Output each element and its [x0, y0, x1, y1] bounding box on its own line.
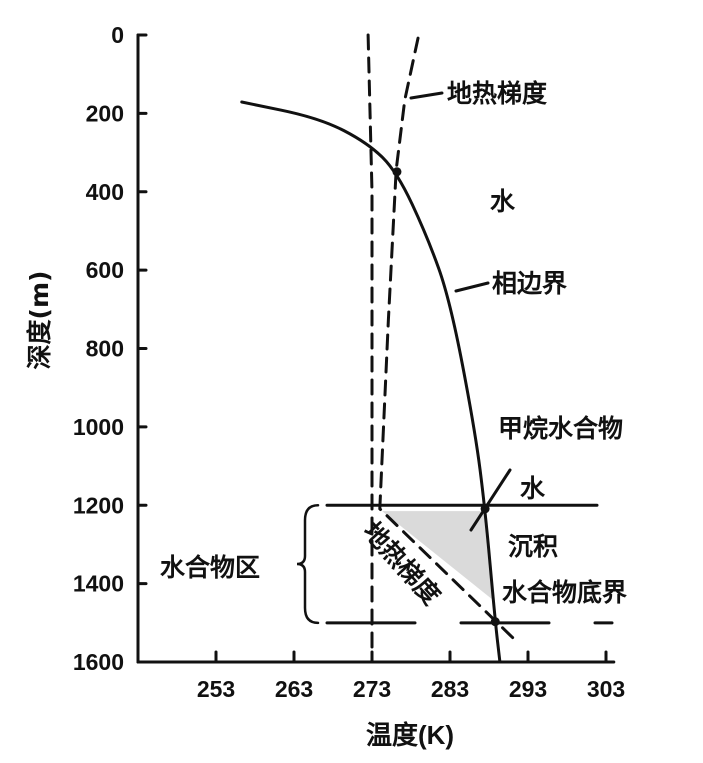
y-tick-label: 600 [86, 257, 124, 283]
y-tick-label: 1000 [73, 414, 124, 440]
y-tick-label: 1200 [73, 492, 124, 518]
y-tick-label: 0 [111, 22, 124, 48]
annotation-water-upper: 水 [490, 187, 516, 216]
annotation-hydrate-zone: 水合物区 [160, 553, 260, 582]
y-tick-label: 200 [86, 100, 124, 126]
hydrate-zone-brace [296, 504, 320, 625]
hydrate-shading [382, 511, 493, 600]
x-tick-label: 273 [353, 676, 391, 702]
y-tick-label: 1600 [73, 649, 124, 675]
y-tick-label: 400 [86, 179, 124, 205]
x-tick-label: 263 [275, 676, 313, 702]
annotation-geothermal-upper: 地热梯度 [447, 79, 547, 108]
water-leader [469, 468, 512, 532]
annotation-methane-hydrate: 甲烷水合物 [498, 414, 623, 443]
y-tick-label: 800 [86, 336, 124, 362]
y-tick-label: 1400 [73, 571, 124, 597]
series-freezing-line [366, 33, 374, 664]
intersection-point [490, 617, 500, 627]
x-tick-label: 303 [587, 676, 625, 702]
annotation-hydrate-base: 水合物底界 [502, 578, 627, 607]
annotation-phase-boundary: 相边界 [492, 269, 567, 298]
series-geothermal-gradient [378, 36, 517, 642]
y-axis-label: 深度(m) [25, 271, 54, 370]
series-phase-boundary [240, 100, 502, 664]
intersection-point [392, 167, 402, 177]
x-tick-label: 253 [197, 676, 235, 702]
x-axis-label: 温度(K) [366, 720, 454, 750]
annotation-sediment: 沉积 [508, 532, 558, 561]
geothermal-leader [409, 91, 444, 100]
x-tick-label: 283 [431, 676, 469, 702]
x-tick-label: 293 [509, 676, 547, 702]
phase-boundary-leader [454, 281, 490, 293]
annotation-water-lower: 水 [520, 474, 546, 503]
